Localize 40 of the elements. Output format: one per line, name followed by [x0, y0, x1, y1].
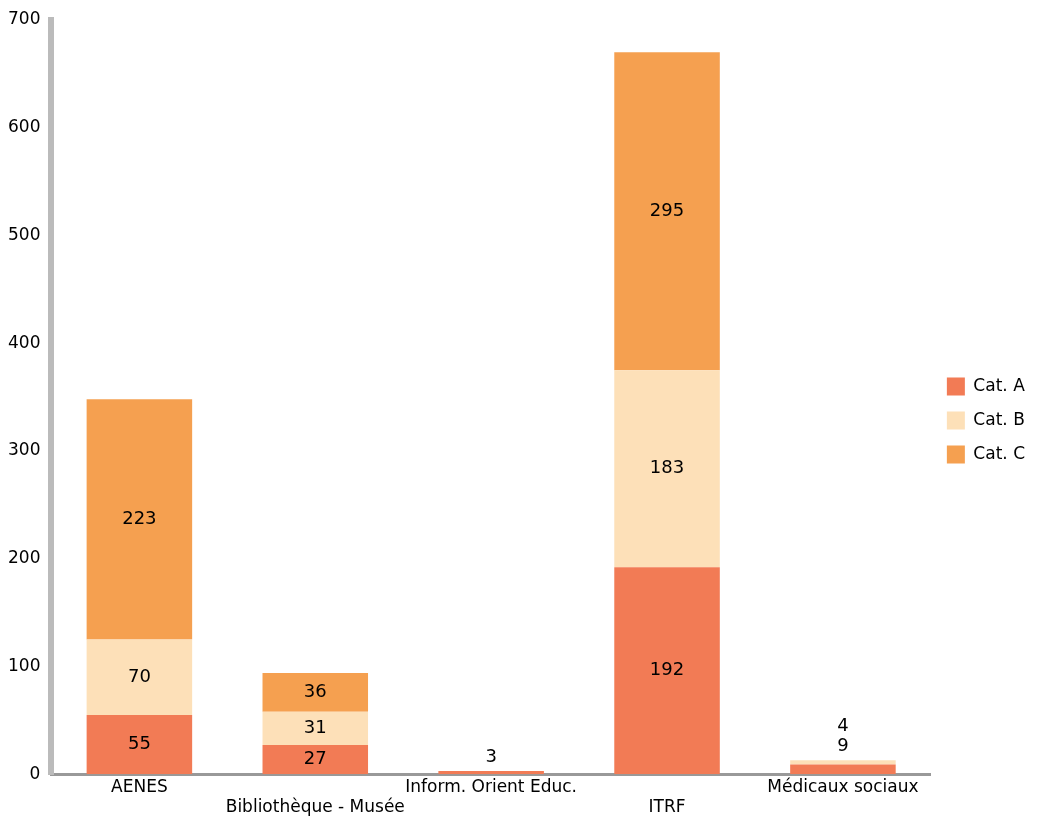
data-label: 36: [303, 679, 327, 701]
bar: [262, 672, 369, 712]
data-label: 55: [127, 732, 151, 754]
legend-label: Cat. C: [973, 442, 1026, 463]
y-tick-label: 300: [7, 439, 41, 460]
bar: [86, 714, 193, 775]
y-tick-label: 100: [7, 654, 41, 675]
y-tick-label: 200: [7, 547, 41, 568]
bar: [614, 370, 720, 568]
bar: [262, 711, 369, 746]
bar: [262, 745, 369, 775]
bar: [790, 760, 896, 765]
y-tick-label: 0: [29, 762, 41, 783]
y-tick-label: 400: [7, 331, 41, 352]
bar: [438, 770, 544, 775]
x-tick-label: AENES: [111, 775, 168, 796]
legend-label: Cat. B: [973, 408, 1025, 429]
bar: [86, 399, 193, 640]
bar: [86, 639, 193, 715]
data-label: 192: [649, 658, 685, 680]
y-tick-label: 500: [7, 223, 41, 244]
y-tick-label: 600: [7, 116, 41, 137]
data-label: 223: [122, 507, 157, 529]
data-label: 4: [837, 713, 849, 735]
bar: [790, 764, 896, 775]
x-tick-label: Inform. Orient Educ.: [405, 775, 577, 796]
y-tick-label: 700: [7, 8, 41, 29]
x-tick-label: Bibliothèque - Musée: [225, 796, 405, 817]
data-label: 295: [649, 198, 685, 220]
x-tick-label: Médicaux sociaux: [767, 775, 919, 796]
data-label: 9: [837, 733, 849, 755]
data-label: 27: [303, 747, 327, 769]
data-label: 3: [485, 744, 497, 766]
data-label: 31: [303, 716, 327, 738]
x-tick-label: ITRF: [648, 796, 686, 817]
legend-label: Cat. A: [973, 374, 1026, 395]
bar: [614, 52, 720, 371]
bar: [614, 567, 720, 775]
data-label: 183: [649, 456, 685, 478]
data-label: 70: [127, 664, 151, 686]
